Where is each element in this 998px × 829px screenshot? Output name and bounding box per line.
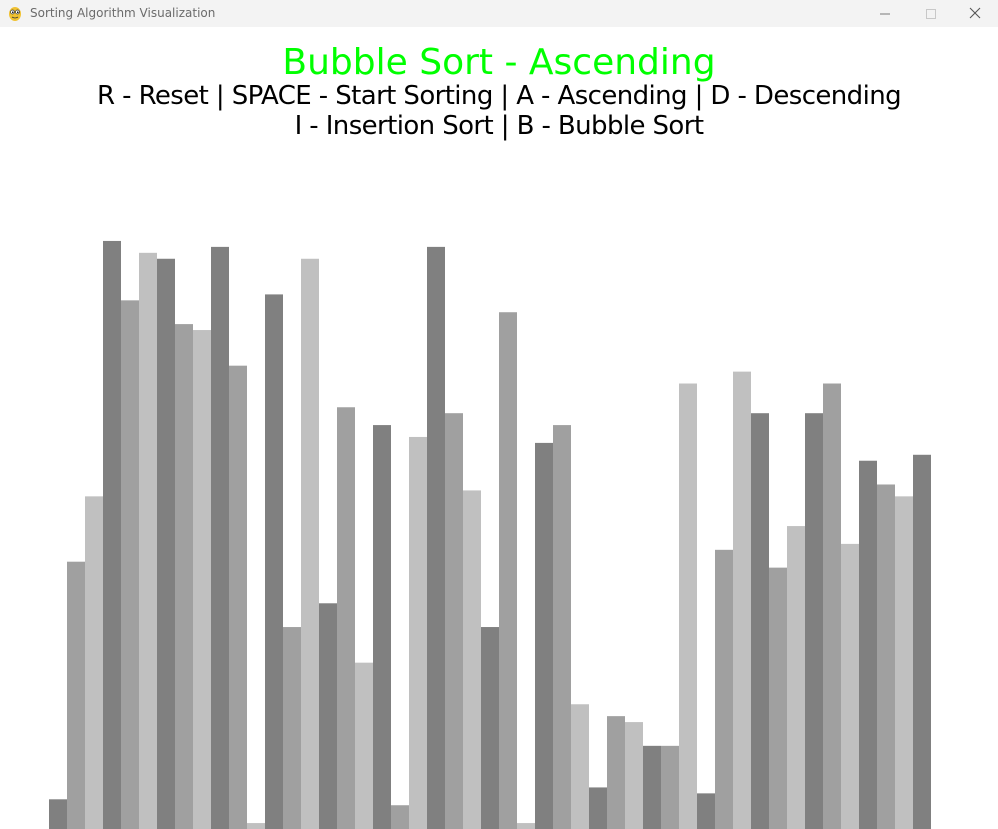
window-title: Sorting Algorithm Visualization xyxy=(30,6,216,20)
bar-29 xyxy=(553,425,571,829)
close-button[interactable] xyxy=(952,0,998,27)
bar-37 xyxy=(697,793,715,829)
bar-10 xyxy=(211,246,229,829)
bar-11 xyxy=(229,365,247,829)
bar-chart xyxy=(49,240,931,829)
bar-14 xyxy=(283,627,301,829)
bar-33 xyxy=(625,722,643,829)
bar-9 xyxy=(193,330,211,829)
bar-43 xyxy=(805,413,823,829)
bar-4 xyxy=(103,240,121,829)
bar-22 xyxy=(427,246,445,829)
bar-24 xyxy=(463,490,481,829)
bar-35 xyxy=(661,745,679,829)
bar-31 xyxy=(589,787,607,829)
bar-21 xyxy=(409,436,427,829)
bar-13 xyxy=(265,294,283,829)
bar-17 xyxy=(337,407,355,829)
controls-help-line-2: I - Insertion Sort | B - Bubble Sort xyxy=(294,111,704,141)
bar-15 xyxy=(301,258,319,829)
bar-39 xyxy=(733,371,751,829)
bar-8 xyxy=(175,324,193,829)
close-icon xyxy=(969,4,981,23)
algorithm-title: Bubble Sort - Ascending xyxy=(282,42,716,83)
maximize-icon xyxy=(926,4,936,23)
bar-47 xyxy=(877,484,895,829)
bar-20 xyxy=(391,805,409,829)
bar-49 xyxy=(913,454,931,829)
pygame-snake-icon xyxy=(7,5,23,22)
bar-30 xyxy=(571,704,589,829)
bar-5 xyxy=(121,300,139,829)
bar-28 xyxy=(535,442,553,829)
bar-46 xyxy=(859,460,877,829)
bar-42 xyxy=(787,526,805,829)
minimize-button[interactable] xyxy=(862,0,908,27)
bar-3 xyxy=(85,496,103,829)
bar-48 xyxy=(895,496,913,829)
minimize-icon xyxy=(880,4,890,23)
maximize-button[interactable] xyxy=(908,0,954,27)
bar-19 xyxy=(373,425,391,829)
bar-2 xyxy=(67,561,85,829)
bar-44 xyxy=(823,383,841,829)
bar-12 xyxy=(247,823,265,829)
bar-7 xyxy=(157,258,175,829)
bar-1 xyxy=(49,799,67,829)
bar-34 xyxy=(643,745,661,829)
controls-help-line-1: R - Reset | SPACE - Start Sorting | A - … xyxy=(97,81,902,111)
bar-38 xyxy=(715,549,733,829)
bar-25 xyxy=(481,627,499,829)
bar-27 xyxy=(517,823,535,829)
bar-32 xyxy=(607,716,625,829)
bar-23 xyxy=(445,413,463,829)
bar-16 xyxy=(319,603,337,829)
visualization-canvas: Bubble Sort - Ascending R - Reset | SPAC… xyxy=(0,27,998,829)
bar-40 xyxy=(751,413,769,829)
bar-41 xyxy=(769,567,787,829)
bar-45 xyxy=(841,543,859,829)
title-bar[interactable]: Sorting Algorithm Visualization xyxy=(0,0,998,27)
bar-6 xyxy=(139,252,157,829)
bar-18 xyxy=(355,662,373,829)
bar-26 xyxy=(499,312,517,829)
bar-36 xyxy=(679,383,697,829)
